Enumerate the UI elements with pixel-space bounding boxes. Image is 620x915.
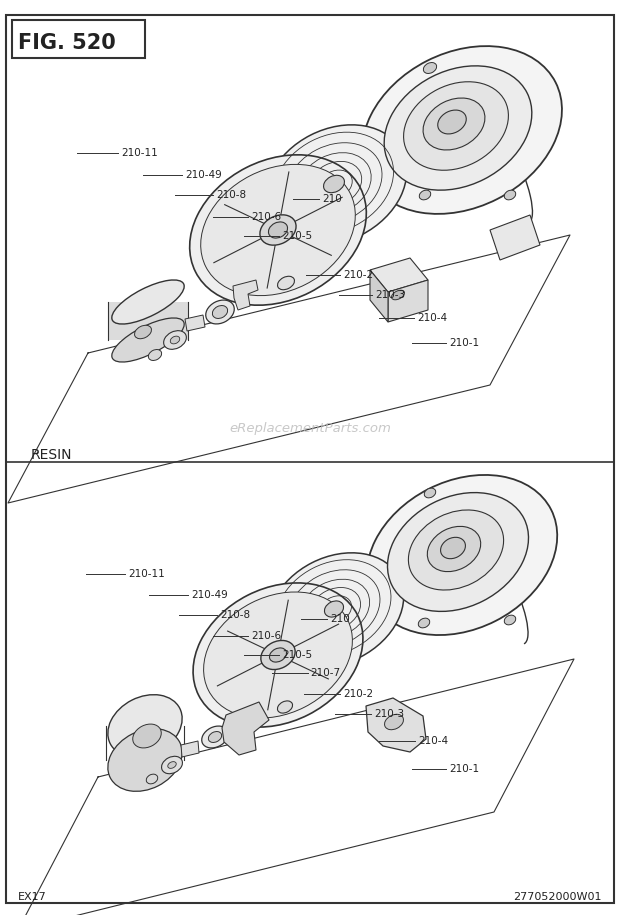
Ellipse shape: [367, 475, 557, 635]
Polygon shape: [181, 741, 199, 757]
Polygon shape: [185, 315, 205, 331]
Ellipse shape: [418, 619, 430, 628]
Bar: [12, 20, 145, 58]
Ellipse shape: [201, 165, 355, 296]
Text: 210-11: 210-11: [128, 569, 165, 578]
Ellipse shape: [112, 318, 184, 362]
Ellipse shape: [362, 46, 562, 214]
Ellipse shape: [208, 731, 221, 742]
Ellipse shape: [146, 774, 157, 784]
Ellipse shape: [168, 761, 176, 769]
Ellipse shape: [391, 290, 404, 300]
Ellipse shape: [206, 300, 234, 324]
Ellipse shape: [504, 190, 516, 199]
Text: 210-4: 210-4: [417, 314, 447, 323]
Ellipse shape: [384, 715, 404, 730]
Ellipse shape: [404, 81, 508, 170]
Text: 210-4: 210-4: [418, 737, 448, 746]
Text: 210-8: 210-8: [220, 610, 250, 619]
Text: 210-3: 210-3: [374, 709, 404, 718]
Ellipse shape: [108, 694, 182, 758]
Ellipse shape: [162, 757, 182, 774]
Ellipse shape: [270, 648, 286, 662]
Polygon shape: [388, 280, 428, 322]
Text: 210-5: 210-5: [282, 231, 312, 241]
Ellipse shape: [384, 66, 532, 190]
Ellipse shape: [423, 62, 436, 73]
Ellipse shape: [260, 215, 296, 245]
Text: RESIN: RESIN: [31, 448, 73, 462]
Ellipse shape: [268, 222, 288, 238]
Ellipse shape: [135, 325, 151, 339]
Ellipse shape: [419, 190, 431, 199]
Text: 210-49: 210-49: [192, 590, 228, 599]
Polygon shape: [370, 270, 388, 322]
Text: 210-6: 210-6: [251, 212, 281, 221]
Ellipse shape: [261, 640, 295, 670]
Text: FIG. 520: FIG. 520: [18, 33, 116, 53]
Text: 210-6: 210-6: [251, 631, 281, 640]
Ellipse shape: [108, 728, 182, 791]
Ellipse shape: [268, 553, 404, 667]
Text: 210-3: 210-3: [375, 290, 405, 299]
Ellipse shape: [388, 492, 528, 611]
Ellipse shape: [213, 306, 228, 318]
Text: 210: 210: [322, 195, 342, 204]
Text: 210-8: 210-8: [216, 190, 246, 199]
Text: eReplacementParts.com: eReplacementParts.com: [229, 422, 391, 435]
Ellipse shape: [324, 601, 343, 617]
Text: 210: 210: [330, 614, 350, 623]
Text: 210-11: 210-11: [121, 148, 157, 157]
Text: EX17: EX17: [18, 892, 46, 902]
Ellipse shape: [427, 526, 480, 572]
Ellipse shape: [190, 155, 366, 306]
Ellipse shape: [170, 336, 180, 344]
Ellipse shape: [203, 592, 352, 718]
Text: 210-49: 210-49: [185, 170, 222, 179]
Ellipse shape: [441, 537, 466, 559]
Polygon shape: [222, 702, 269, 755]
Ellipse shape: [324, 176, 345, 193]
Ellipse shape: [148, 350, 162, 361]
Ellipse shape: [504, 615, 516, 625]
Ellipse shape: [438, 110, 466, 134]
Ellipse shape: [202, 727, 228, 748]
Ellipse shape: [193, 583, 363, 727]
Ellipse shape: [278, 276, 294, 290]
Text: 210-1: 210-1: [450, 764, 479, 773]
Text: 210-5: 210-5: [282, 651, 312, 660]
Polygon shape: [370, 258, 428, 292]
Text: 210-2: 210-2: [343, 270, 373, 279]
Ellipse shape: [409, 510, 503, 590]
Text: 210-1: 210-1: [450, 339, 479, 348]
Polygon shape: [233, 280, 258, 310]
Ellipse shape: [164, 330, 187, 350]
Ellipse shape: [112, 280, 184, 324]
Text: 277052000W01: 277052000W01: [513, 892, 602, 902]
Polygon shape: [490, 215, 540, 260]
Ellipse shape: [133, 724, 161, 748]
Ellipse shape: [423, 98, 485, 150]
Ellipse shape: [277, 701, 293, 713]
Ellipse shape: [424, 489, 436, 498]
Text: 210-2: 210-2: [343, 689, 373, 698]
Ellipse shape: [265, 124, 407, 245]
Polygon shape: [366, 698, 426, 752]
Polygon shape: [108, 302, 188, 340]
Text: 210-7: 210-7: [311, 669, 340, 678]
